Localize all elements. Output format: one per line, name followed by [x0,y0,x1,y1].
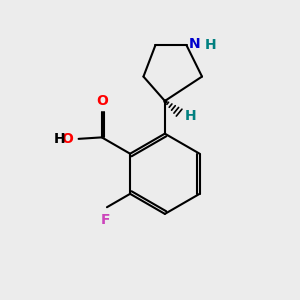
Text: H: H [53,132,65,146]
Text: O: O [96,94,108,108]
Text: N: N [189,37,201,51]
Text: F: F [101,213,110,226]
Text: O: O [61,132,73,146]
Text: H: H [204,38,216,52]
Text: H: H [184,109,196,123]
